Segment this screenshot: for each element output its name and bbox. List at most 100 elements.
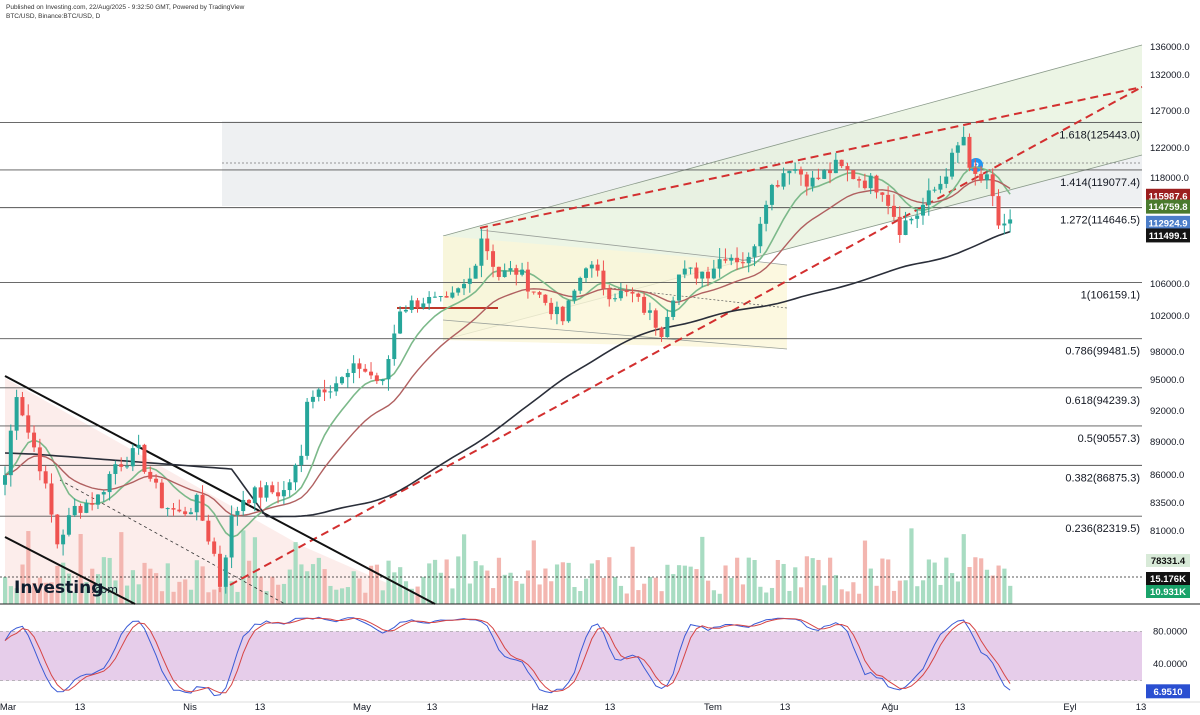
volume-bar xyxy=(514,581,519,604)
candle-body xyxy=(328,391,333,393)
volume-bar xyxy=(554,564,560,604)
volume-bar xyxy=(525,570,531,604)
volume-bar xyxy=(49,582,54,604)
volume-bar xyxy=(14,588,19,604)
volume-bar xyxy=(502,574,507,604)
candle-body xyxy=(235,511,240,516)
volume-bar xyxy=(711,590,717,604)
volume-bar xyxy=(334,589,339,604)
volume-bar xyxy=(560,562,565,604)
price-tick: 122000.0 xyxy=(1150,143,1190,154)
volume-bar xyxy=(444,559,449,604)
candle-body xyxy=(380,379,385,382)
ema-fast xyxy=(4,165,1011,539)
volume-bar xyxy=(55,565,60,604)
candle-body xyxy=(125,466,130,468)
chart-header: Published on Investing.com, 22/Aug/2025 … xyxy=(6,3,244,21)
price-tick: 81000.0 xyxy=(1150,526,1184,537)
candle-body xyxy=(618,290,623,299)
volume-bar xyxy=(345,587,350,604)
volume-bar xyxy=(148,568,153,604)
volume-bar xyxy=(984,569,990,604)
volume-bar xyxy=(967,567,972,604)
volume-bar xyxy=(479,565,484,604)
volume-bar xyxy=(235,591,240,604)
volume-bar xyxy=(217,587,223,604)
volume-bar xyxy=(624,593,629,604)
candle-body xyxy=(554,306,559,315)
price-tick: 92000.0 xyxy=(1150,406,1184,417)
candle-body xyxy=(386,359,391,380)
fib-label: 0.5(90557.3) xyxy=(1078,433,1140,445)
candle-body xyxy=(961,136,966,146)
candle-body xyxy=(845,166,850,171)
stoch-tick: 40.0000 xyxy=(1153,659,1187,670)
volume-bar xyxy=(926,559,931,604)
volume-bar xyxy=(229,581,234,604)
candle-body xyxy=(537,292,542,295)
volume-bar xyxy=(432,559,438,604)
candle-body xyxy=(525,269,530,292)
zones-layer xyxy=(5,44,1143,604)
candle-body xyxy=(3,475,7,485)
candle-body xyxy=(793,169,798,171)
candle-body xyxy=(1002,223,1007,226)
volume-bar xyxy=(357,578,362,604)
volume-bar xyxy=(543,568,548,604)
candle-body xyxy=(293,465,298,483)
volume-tag-label: 15.176K xyxy=(1150,574,1186,585)
candle-body xyxy=(107,473,112,493)
price-tick: 86000.0 xyxy=(1150,470,1184,481)
candle-body xyxy=(647,310,652,313)
candle-body xyxy=(438,296,443,298)
volume-bar xyxy=(136,584,141,604)
volume-bar xyxy=(3,577,8,604)
time-tick: 13 xyxy=(255,702,266,713)
candle-body xyxy=(316,389,321,397)
investing-logo: Investing .com xyxy=(14,578,118,598)
volume-tag xyxy=(1146,554,1190,567)
volume-bar xyxy=(601,577,606,604)
candle-body xyxy=(461,283,466,289)
candle-body xyxy=(247,499,252,504)
candle-body xyxy=(851,170,856,180)
candle-body xyxy=(787,170,792,174)
time-tick: 13 xyxy=(427,702,438,713)
candle-body xyxy=(979,173,984,181)
volume-bar xyxy=(868,568,873,604)
candle-body xyxy=(113,464,118,474)
candle-body xyxy=(578,277,583,291)
candle-body xyxy=(950,152,955,177)
volume-bar xyxy=(508,572,513,604)
candle-body xyxy=(729,257,734,261)
candle-body xyxy=(520,269,525,275)
volume-bar xyxy=(909,528,914,604)
candle-body xyxy=(572,290,577,301)
candle-body xyxy=(630,292,635,294)
candle-body xyxy=(880,192,885,195)
price-tag xyxy=(1146,199,1190,214)
candle-body xyxy=(833,159,838,174)
volume-bar xyxy=(816,559,821,604)
volume-bar xyxy=(828,557,833,604)
candle-body xyxy=(171,508,176,510)
candles-layer xyxy=(3,126,1013,594)
volume-bar xyxy=(578,591,583,604)
candle-body xyxy=(828,170,833,174)
candle-body xyxy=(55,514,60,545)
volume-bar xyxy=(659,591,664,604)
volume-bar xyxy=(886,559,891,604)
time-tick: Haz xyxy=(532,702,549,713)
fib-label: 1.618(125443.0) xyxy=(1059,130,1140,142)
volume-bar xyxy=(671,574,676,604)
volume-bar xyxy=(740,584,746,604)
volume-bar xyxy=(891,590,897,604)
volume-bar xyxy=(810,558,815,604)
candle-body xyxy=(723,259,728,261)
volume-bar xyxy=(310,564,316,604)
volume-bar xyxy=(26,531,31,604)
volume-bar xyxy=(421,576,426,604)
price-tick: 118000.0 xyxy=(1150,173,1189,184)
volume-bar xyxy=(694,569,699,604)
